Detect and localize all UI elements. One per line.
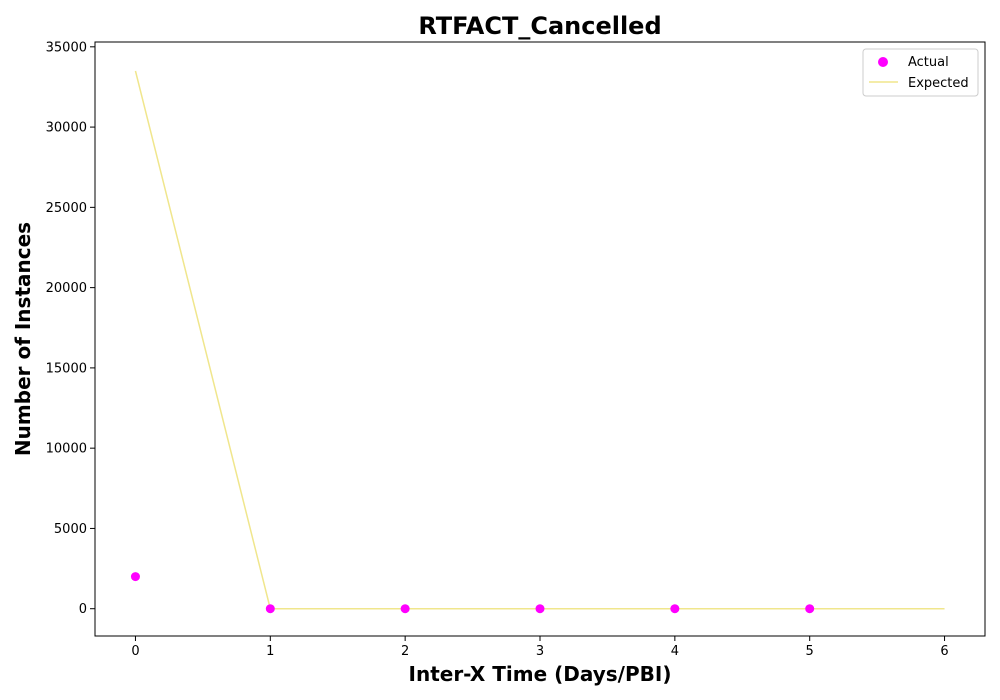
actual-point	[805, 604, 815, 614]
x-axis-label: Inter-X Time (Days/PBI)	[409, 662, 672, 686]
y-tick-label: 5000	[54, 522, 87, 537]
plot-area	[94, 41, 986, 637]
legend: Actual Expected	[862, 48, 979, 97]
actual-point	[670, 604, 680, 614]
expected-line	[134, 70, 945, 610]
x-tick-label: 4	[671, 644, 679, 659]
y-tick-label: 35000	[46, 40, 87, 55]
actual-point	[130, 572, 140, 582]
x-tick-label: 0	[131, 644, 139, 659]
legend-expected-label: Expected	[908, 76, 969, 91]
x-axis: 0 1 2 3 4 5 6	[131, 636, 949, 659]
series-layer	[130, 70, 945, 614]
y-axis: 0 5000 10000 15000 20000 25000 30000 35000	[46, 40, 95, 617]
actual-point	[265, 604, 275, 614]
x-tick-label: 5	[806, 644, 814, 659]
y-tick-label: 15000	[46, 361, 87, 376]
actual-point	[535, 604, 545, 614]
actual-point	[400, 604, 410, 614]
x-tick-label: 3	[536, 644, 544, 659]
x-tick-label: 2	[401, 644, 409, 659]
legend-actual-label: Actual	[908, 55, 949, 70]
y-tick-label: 30000	[46, 121, 87, 136]
chart-title: RTFACT_Cancelled	[418, 12, 661, 40]
legend-actual-marker	[878, 57, 888, 67]
y-tick-label: 25000	[46, 201, 87, 216]
y-tick-label: 20000	[46, 281, 87, 296]
y-tick-label: 10000	[46, 442, 87, 457]
legend-box	[862, 48, 979, 97]
x-tick-label: 6	[940, 644, 948, 659]
x-tick-label: 1	[266, 644, 274, 659]
y-tick-label: 0	[79, 602, 87, 617]
y-axis-label: Number of Instances	[11, 222, 35, 456]
